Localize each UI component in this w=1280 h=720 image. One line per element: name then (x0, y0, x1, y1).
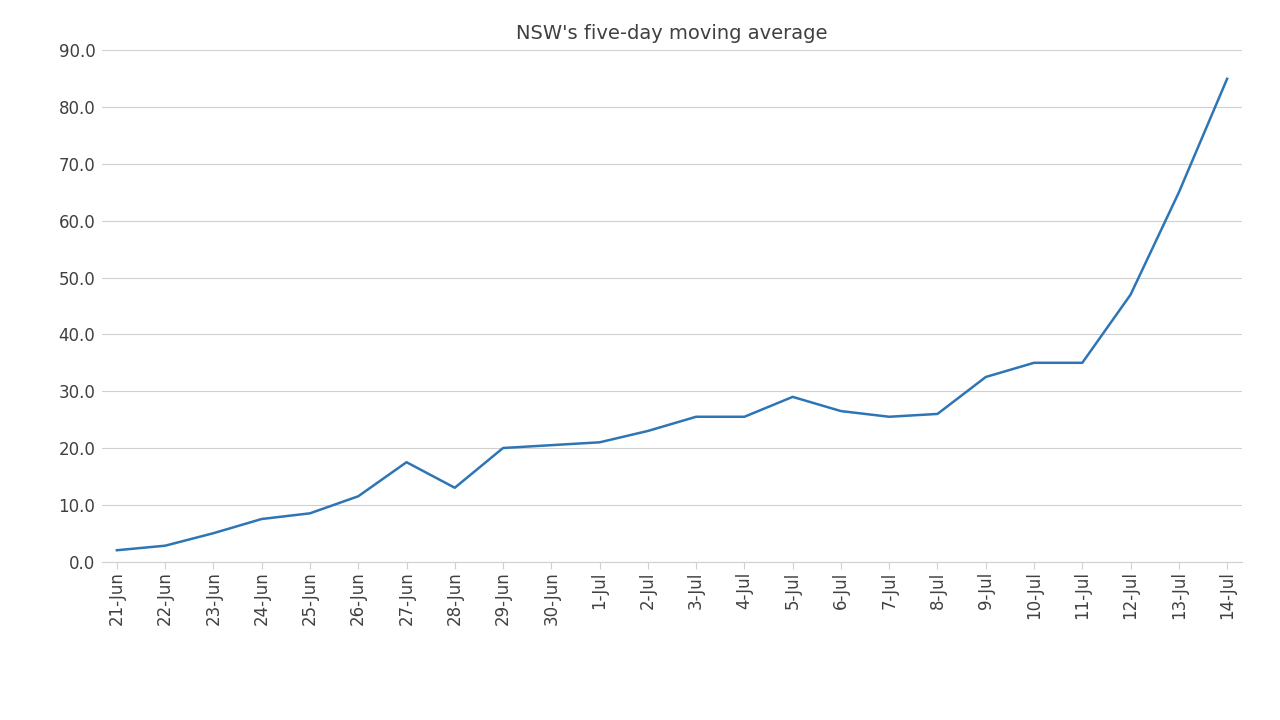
Title: NSW's five-day moving average: NSW's five-day moving average (516, 24, 828, 43)
